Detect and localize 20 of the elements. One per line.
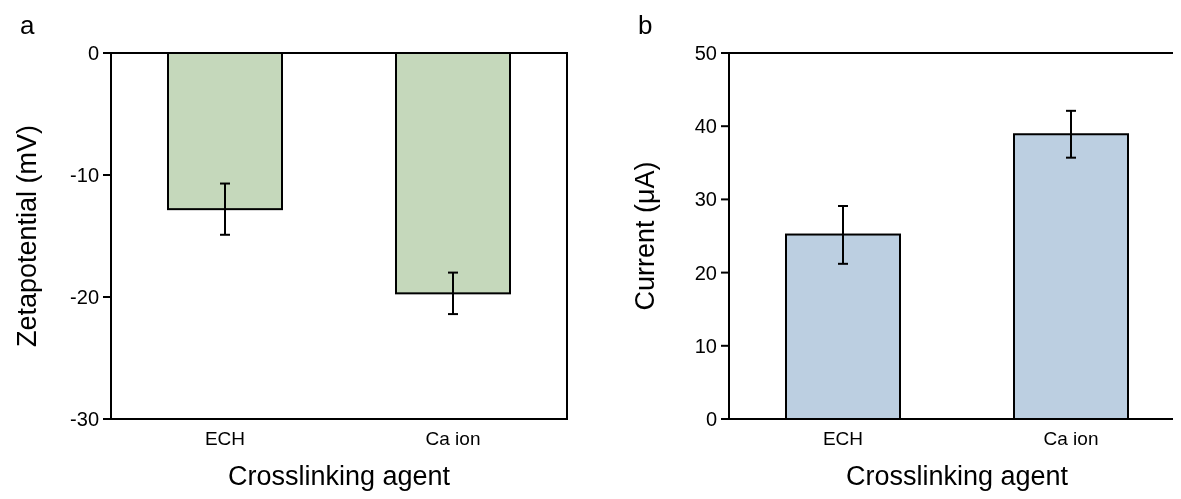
- y-tick-label: -30: [70, 408, 99, 430]
- y-tick-label: 40: [694, 115, 717, 138]
- x-tick-label: Ca ion: [425, 428, 481, 449]
- y-tick-label: 0: [87, 42, 99, 64]
- y-tick-label: 20: [694, 261, 717, 284]
- y-tick-label: 50: [694, 42, 717, 64]
- y-tick-label: -10: [70, 164, 99, 186]
- x-tick-label: Ca ion: [1043, 428, 1099, 449]
- y-axis-title: Current (μA): [630, 161, 660, 311]
- x-axis-title: Crosslinking agent: [227, 461, 451, 491]
- y-tick-label: 30: [694, 188, 717, 211]
- y-tick-label: -20: [70, 286, 99, 308]
- x-tick-label: ECH: [822, 428, 864, 449]
- y-axis-title: Zetapotential (mV): [12, 124, 42, 348]
- text: b: [638, 10, 653, 40]
- x-tick-label: ECH: [204, 428, 246, 449]
- x-axis-title: Crosslinking agent: [845, 461, 1069, 491]
- y-tick-label: 10: [694, 334, 717, 357]
- y-tick-label: 0: [705, 408, 717, 430]
- text: a: [20, 10, 35, 40]
